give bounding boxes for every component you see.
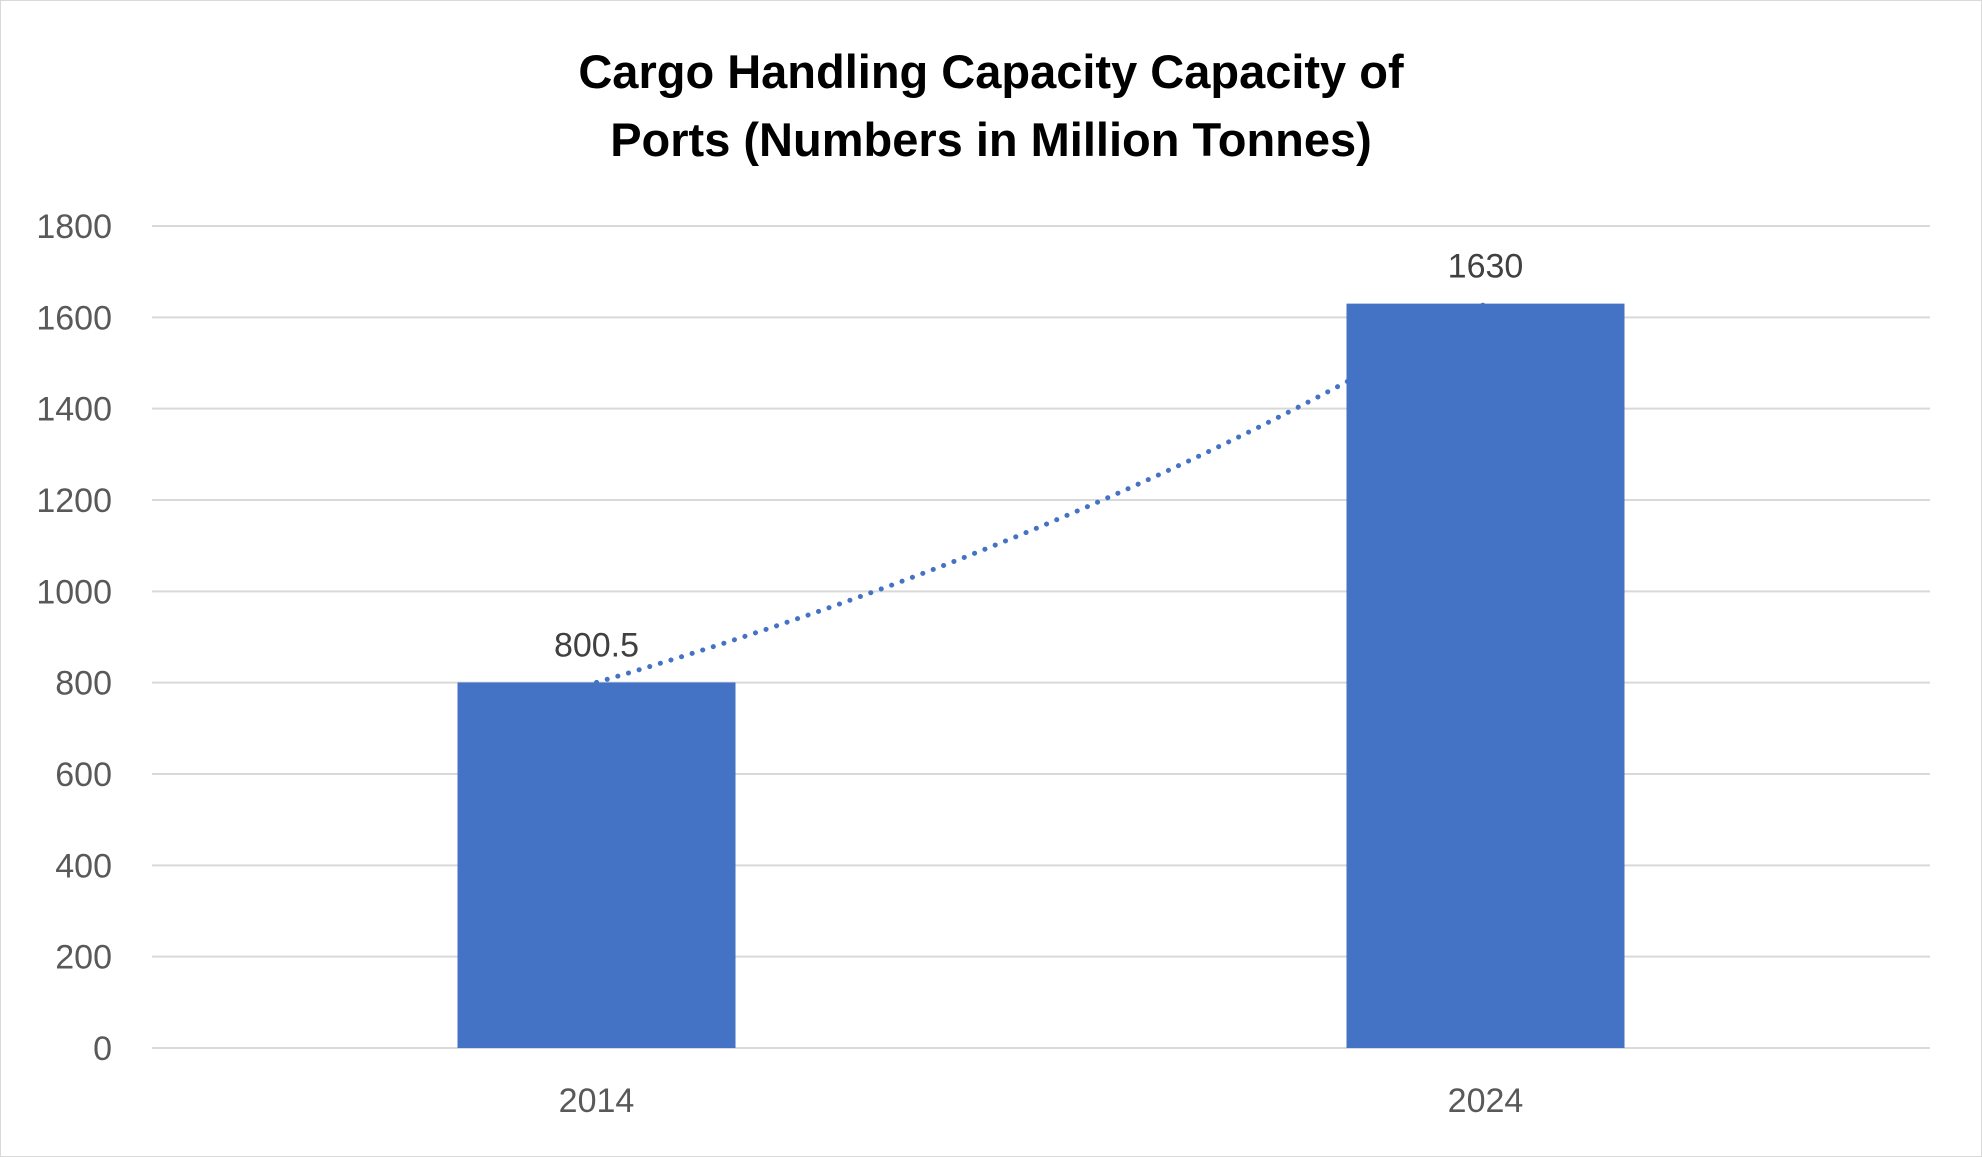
y-tick-label: 1000 bbox=[36, 573, 112, 611]
bars bbox=[457, 303, 1625, 1049]
y-tick-label: 0 bbox=[93, 1030, 112, 1068]
data-label-2014: 800.5 bbox=[554, 626, 639, 664]
chart-title: Cargo Handling Capacity Capacity of Port… bbox=[578, 45, 1404, 166]
y-tick-label: 800 bbox=[55, 665, 112, 703]
y-tick-label: 600 bbox=[55, 756, 112, 794]
trendline bbox=[594, 301, 1488, 685]
bar-2014 bbox=[457, 682, 736, 1048]
x-tick-label-2024: 2024 bbox=[1448, 1082, 1524, 1120]
gridlines bbox=[152, 225, 1930, 1049]
x-tick-label-2014: 2014 bbox=[559, 1082, 635, 1120]
x-axis-tick-labels: 2014 2024 bbox=[559, 1082, 1524, 1120]
y-tick-label: 400 bbox=[55, 847, 112, 885]
y-tick-label: 1200 bbox=[36, 482, 112, 520]
y-axis-tick-labels: 0 200 400 600 800 1000 1200 1400 1600 1800 bbox=[36, 208, 112, 1068]
data-labels: 800.5 1630 bbox=[554, 248, 1523, 665]
y-tick-label: 200 bbox=[55, 939, 112, 977]
data-label-2024: 1630 bbox=[1448, 248, 1524, 286]
y-tick-label: 1400 bbox=[36, 391, 112, 429]
y-tick-label: 1800 bbox=[36, 208, 112, 246]
bar-2024 bbox=[1346, 303, 1625, 1049]
trendline-path bbox=[594, 301, 1488, 685]
y-tick-label: 1600 bbox=[36, 299, 112, 337]
